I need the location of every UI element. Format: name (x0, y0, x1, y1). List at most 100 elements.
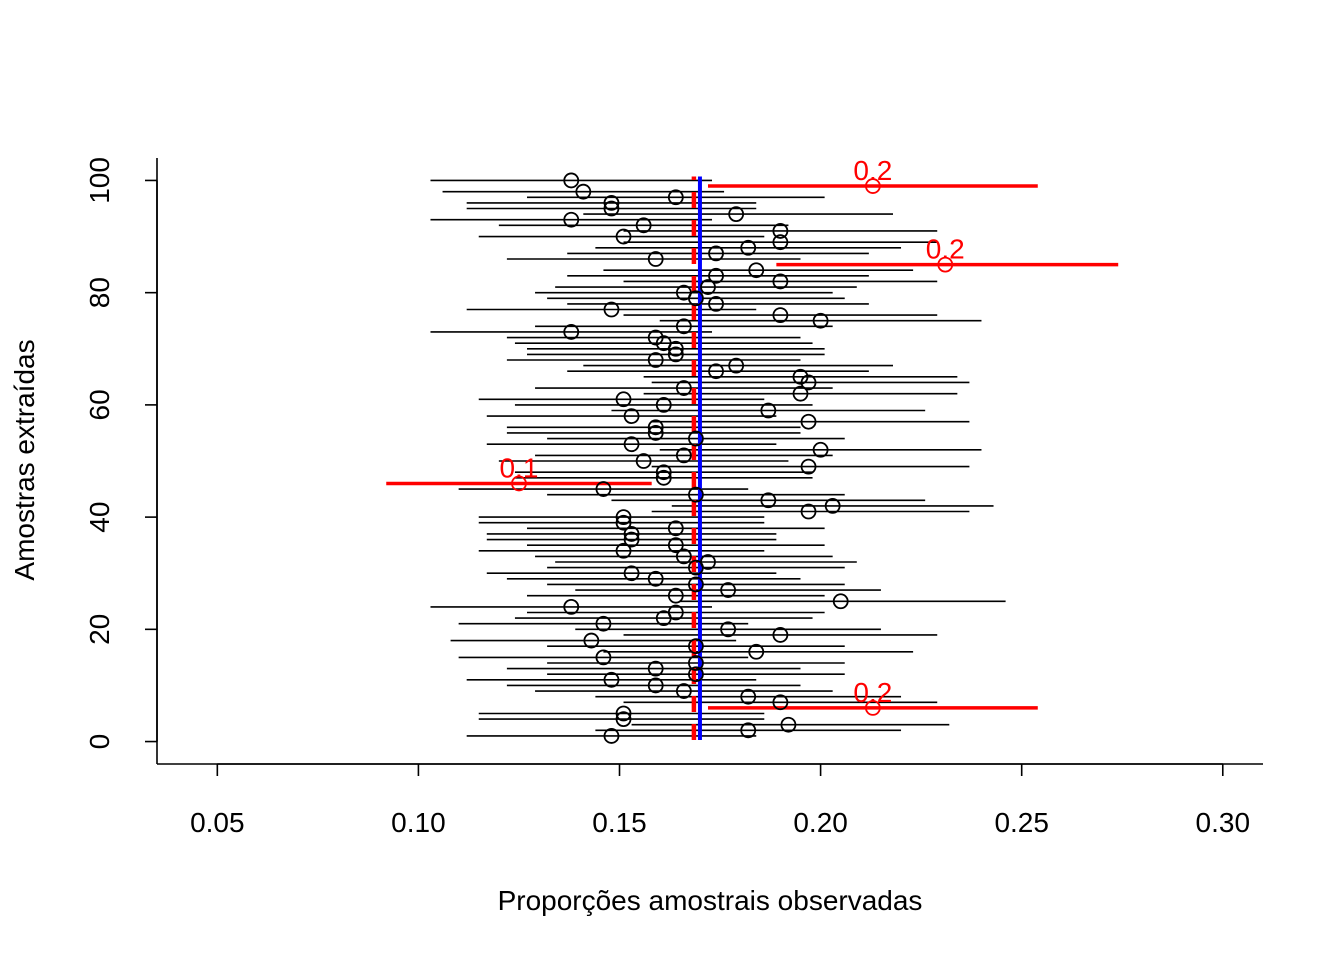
sample-point (623, 408, 640, 425)
sample-point (647, 677, 664, 694)
outlier-label: 0.2 (853, 155, 892, 186)
sample-point (647, 251, 664, 267)
sample-point (748, 643, 765, 660)
x-tick-label: 0.05 (190, 807, 245, 838)
sample-point (824, 497, 841, 514)
sample-point (603, 671, 620, 688)
y-tick-label: 80 (84, 277, 115, 308)
sample-point (728, 357, 745, 374)
sample-point (708, 245, 724, 262)
sample-point (563, 211, 580, 228)
sample-point (688, 576, 704, 593)
sample-point (700, 279, 716, 295)
sample-point (563, 172, 580, 189)
sample-point (655, 464, 672, 481)
sample-point (667, 604, 684, 621)
outlier-label: 0.1 (499, 452, 538, 483)
sample-point (728, 206, 745, 223)
outlier-point (937, 256, 954, 273)
sample-point (595, 481, 612, 497)
sample-point (708, 267, 724, 284)
y-tick-label: 100 (84, 157, 115, 204)
sample-point (575, 183, 592, 200)
sample-point (812, 312, 829, 329)
sample-point (647, 660, 664, 677)
sample-point (708, 363, 724, 380)
sample-point (688, 655, 704, 671)
sample-point (772, 627, 789, 643)
sample-point (655, 335, 672, 352)
sample-point (615, 542, 632, 559)
x-tick-label: 0.10 (391, 807, 446, 838)
sample-point (772, 234, 789, 251)
sample-point (720, 582, 736, 598)
sample-point (667, 587, 684, 604)
interval-segments (386, 179, 1119, 737)
sample-point (792, 385, 809, 402)
y-tick-label: 60 (84, 389, 115, 420)
sample-point (615, 711, 632, 728)
sample-point (760, 402, 777, 419)
x-tick-label: 0.15 (592, 807, 647, 838)
outlier-point (864, 699, 881, 716)
sample-point (635, 453, 652, 469)
sample-point (563, 324, 580, 340)
sample-point (675, 284, 692, 301)
sample-point (623, 531, 640, 548)
outlier-labels: 0.2 0.1 0.2 0.2 (499, 155, 964, 708)
sample-point (708, 295, 724, 312)
sample-point (812, 441, 829, 458)
sample-point (675, 318, 692, 335)
axes: 0.05 0.10 0.15 0.20 0.25 0.30 0 20 40 60 80 100 (84, 157, 1263, 838)
sample-point (740, 688, 757, 705)
sample-point (635, 217, 652, 234)
sample-point (647, 419, 664, 436)
x-axis-label: Proporções amostrais observadas (498, 885, 923, 916)
sample-point (615, 705, 632, 722)
sample-point (772, 273, 789, 290)
sample-point (647, 352, 664, 368)
sample-point (740, 239, 757, 256)
sample-point (700, 554, 716, 570)
y-tick-label: 40 (84, 502, 115, 533)
sample-point (615, 391, 632, 408)
sample-point (563, 598, 580, 615)
sample-point (792, 368, 809, 385)
sample-point (603, 301, 620, 318)
sample-point (615, 514, 632, 531)
x-tick-label: 0.25 (994, 807, 1049, 838)
sample-point (800, 503, 817, 520)
sample-point (623, 565, 640, 582)
sample-point (595, 649, 612, 666)
x-tick-label: 0.30 (1196, 807, 1251, 838)
sample-point (667, 189, 684, 206)
sample-point (688, 430, 704, 447)
sample-point (595, 615, 612, 632)
sample-point (800, 413, 817, 430)
sample-point (688, 666, 704, 683)
sample-point (655, 469, 672, 486)
sample-point (800, 374, 817, 391)
sample-point (800, 458, 817, 475)
sample-point (623, 436, 640, 453)
sample-point (623, 526, 640, 542)
sample-point (647, 570, 664, 587)
sample-point (667, 520, 684, 537)
sample-point (667, 537, 684, 554)
sample-point (688, 486, 704, 503)
sample-point (772, 307, 789, 324)
sample-point (675, 380, 692, 396)
sample-point (720, 621, 736, 638)
sample-point (832, 593, 849, 610)
sample-point (583, 632, 600, 649)
sample-point (647, 329, 664, 346)
sample-point (772, 223, 789, 239)
sample-point (675, 548, 692, 565)
reference-lines (691, 176, 702, 740)
sample-point (603, 728, 620, 744)
sample-point (615, 228, 632, 245)
sample-point (772, 694, 789, 711)
x-tick-label: 0.20 (793, 807, 848, 838)
sample-point (780, 716, 797, 733)
sample-point (688, 638, 704, 655)
